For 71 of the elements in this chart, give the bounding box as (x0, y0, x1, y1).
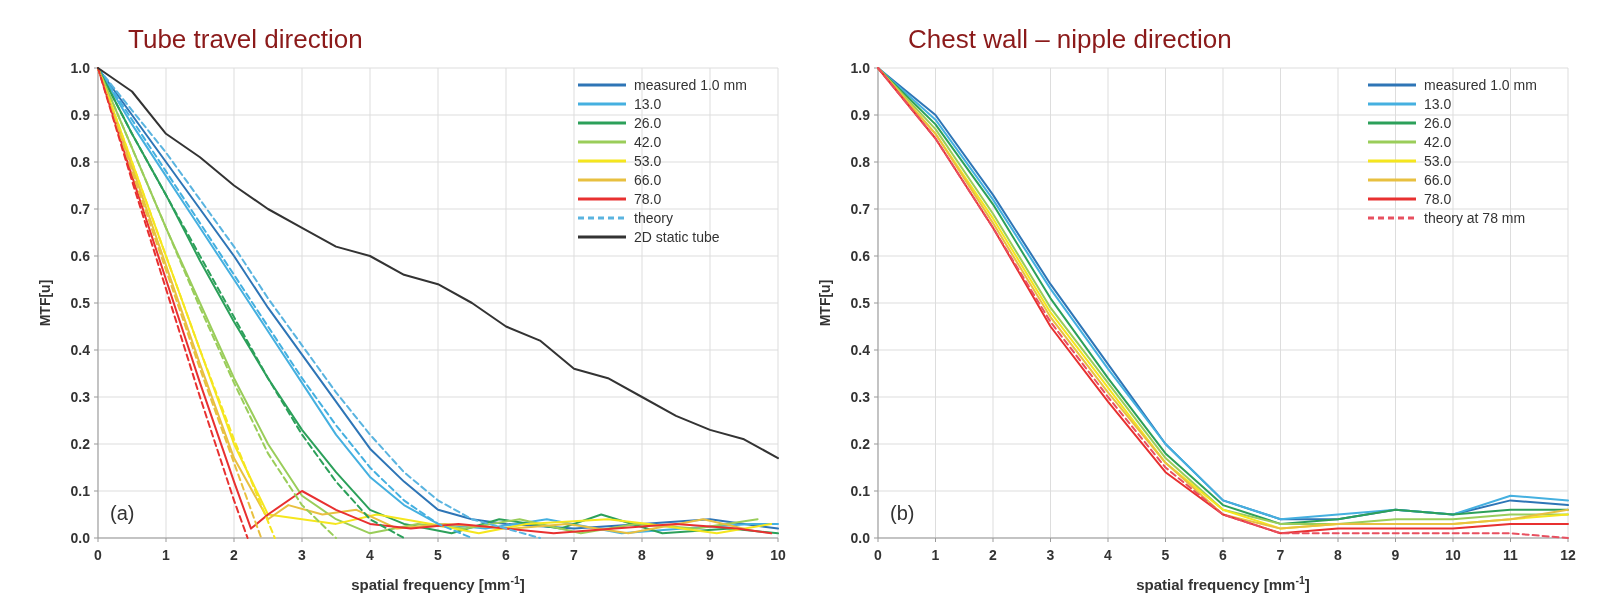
legend-label: 42.0 (1424, 134, 1452, 150)
x-tick-label: 7 (1276, 547, 1285, 563)
x-axis-title: spatial frequency [mm$^{-1}$] (1136, 574, 1310, 593)
legend-label: 13.0 (634, 96, 662, 112)
y-tick-label: 0.5 (70, 295, 91, 311)
x-tick-label: 2 (989, 547, 998, 563)
x-tick-label: 7 (570, 547, 579, 563)
y-tick-label: 0.6 (70, 248, 91, 264)
y-tick-label: 0.8 (70, 154, 91, 170)
x-tick-label: 9 (706, 547, 715, 563)
y-tick-label: 0.3 (70, 389, 91, 405)
y-tick-label: 0.9 (850, 107, 871, 123)
x-tick-label: 1 (931, 547, 940, 563)
y-tick-label: 0.2 (70, 436, 91, 452)
legend-label: 78.0 (1424, 191, 1452, 207)
y-tick-label: 0.8 (850, 154, 871, 170)
y-tick-label: 0.2 (850, 436, 871, 452)
y-tick-label: 0.5 (850, 295, 871, 311)
legend-label: theory at 78 mm (1424, 210, 1526, 226)
x-tick-label: 11 (1503, 547, 1519, 563)
x-tick-label: 0 (874, 547, 883, 563)
y-tick-label: 1.0 (70, 60, 91, 76)
annotation: (a) (110, 502, 135, 524)
y-axis-title: MTF[u] (817, 279, 833, 327)
x-tick-label: 0 (94, 547, 103, 563)
y-tick-label: 0.1 (70, 483, 91, 499)
x-tick-label: 6 (1219, 547, 1228, 563)
y-tick-label: 0.7 (70, 201, 91, 217)
y-tick-label: 0.3 (850, 389, 871, 405)
x-tick-label: 3 (1046, 547, 1055, 563)
legend-label: 26.0 (1424, 115, 1452, 131)
x-tick-label: 9 (1391, 547, 1400, 563)
x-tick-label: 4 (1104, 547, 1113, 563)
x-tick-label: 12 (1560, 547, 1576, 563)
legend-label: measured 1.0 mm (1424, 77, 1537, 93)
legend-label: 26.0 (634, 115, 662, 131)
legend-label: 2D static tube (634, 229, 720, 245)
legend-label: measured 1.0 mm (634, 77, 747, 93)
legend-label: 42.0 (634, 134, 662, 150)
y-tick-label: 0.7 (850, 201, 871, 217)
legend-label: theory (634, 210, 673, 226)
x-tick-label: 2 (230, 547, 239, 563)
y-axis-title: MTF[u] (37, 279, 53, 327)
x-tick-label: 4 (366, 547, 375, 563)
x-tick-label: 1 (162, 547, 171, 563)
legend-label: 66.0 (1424, 172, 1452, 188)
x-tick-label: 5 (434, 547, 443, 563)
x-axis-title: spatial frequency [mm$^{-1}$] (351, 574, 525, 593)
x-tick-label: 6 (502, 547, 511, 563)
y-tick-label: 0.0 (850, 530, 871, 546)
legend-label: 13.0 (1424, 96, 1452, 112)
chart-title: Chest wall – nipple direction (908, 24, 1232, 54)
y-tick-label: 0.0 (70, 530, 91, 546)
legend-label: 78.0 (634, 191, 662, 207)
x-tick-label: 10 (770, 547, 786, 563)
y-tick-label: 0.1 (850, 483, 871, 499)
x-tick-label: 8 (638, 547, 647, 563)
legend-label: 66.0 (634, 172, 662, 188)
legend-label: 53.0 (1424, 153, 1452, 169)
y-tick-label: 0.9 (70, 107, 91, 123)
x-tick-label: 3 (298, 547, 307, 563)
y-tick-label: 0.4 (70, 342, 91, 358)
x-tick-label: 10 (1445, 547, 1461, 563)
chart-title: Tube travel direction (128, 24, 363, 54)
x-tick-label: 8 (1334, 547, 1343, 563)
annotation: (b) (890, 502, 915, 524)
y-tick-label: 0.6 (850, 248, 871, 264)
y-tick-label: 1.0 (850, 60, 871, 76)
x-tick-label: 5 (1161, 547, 1170, 563)
legend-label: 53.0 (634, 153, 662, 169)
y-tick-label: 0.4 (850, 342, 871, 358)
